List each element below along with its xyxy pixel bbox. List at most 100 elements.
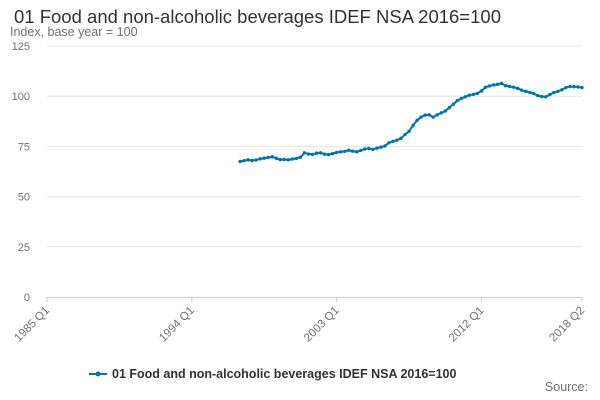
- data-point[interactable]: [238, 159, 242, 164]
- data-point[interactable]: [395, 138, 399, 142]
- y-axis-ticks: 0 25 50 75 100 125: [12, 41, 30, 304]
- data-point[interactable]: [540, 94, 544, 99]
- data-point[interactable]: [471, 92, 476, 97]
- data-point[interactable]: [431, 115, 435, 119]
- data-point[interactable]: [242, 158, 246, 163]
- data-point[interactable]: [536, 93, 540, 98]
- y-tick-label: 75: [18, 141, 30, 153]
- data-point[interactable]: [262, 156, 266, 160]
- y-tick-label: 0: [24, 292, 30, 304]
- data-point[interactable]: [455, 98, 459, 103]
- data-point[interactable]: [254, 158, 258, 162]
- data-point[interactable]: [399, 136, 403, 141]
- data-point[interactable]: [411, 123, 415, 128]
- data-point[interactable]: [467, 93, 472, 97]
- data-point[interactable]: [371, 147, 375, 152]
- data-point[interactable]: [367, 146, 371, 151]
- data-point[interactable]: [548, 92, 552, 97]
- data-point[interactable]: [294, 156, 299, 161]
- data-point[interactable]: [423, 113, 427, 117]
- data-point[interactable]: [326, 152, 331, 157]
- data-point[interactable]: [443, 109, 447, 113]
- data-point[interactable]: [306, 152, 311, 156]
- legend-label[interactable]: 01 Food and non-alcoholic beverages IDEF…: [112, 367, 456, 381]
- data-point[interactable]: [503, 84, 508, 88]
- data-point[interactable]: [274, 156, 278, 160]
- data-point[interactable]: [419, 115, 423, 119]
- y-axis-label: Index, base year = 100: [10, 25, 138, 39]
- y-tick-label: 100: [12, 91, 30, 103]
- data-point[interactable]: [318, 151, 323, 155]
- data-point[interactable]: [403, 132, 407, 137]
- source-label: Source:: [544, 380, 588, 394]
- data-point[interactable]: [447, 105, 451, 110]
- data-point[interactable]: [515, 86, 520, 91]
- data-point[interactable]: [580, 85, 584, 90]
- data-point[interactable]: [310, 152, 315, 157]
- data-point[interactable]: [507, 84, 512, 89]
- data-point[interactable]: [532, 91, 536, 96]
- data-point[interactable]: [407, 129, 411, 134]
- data-point[interactable]: [246, 158, 250, 162]
- data-point[interactable]: [330, 151, 335, 156]
- data-point[interactable]: [463, 95, 468, 99]
- data-point[interactable]: [523, 89, 528, 94]
- data-point[interactable]: [572, 85, 576, 89]
- data-point[interactable]: [415, 118, 419, 123]
- data-point[interactable]: [435, 113, 439, 117]
- data-point[interactable]: [479, 89, 484, 93]
- data-point[interactable]: [282, 157, 287, 162]
- data-point[interactable]: [351, 149, 355, 153]
- data-point[interactable]: [552, 90, 556, 95]
- data-point[interactable]: [491, 83, 496, 87]
- data-point[interactable]: [544, 95, 548, 99]
- data-point[interactable]: [560, 88, 564, 92]
- data-point[interactable]: [359, 148, 363, 153]
- data-point[interactable]: [576, 85, 580, 89]
- data-point[interactable]: [483, 85, 488, 90]
- data-point[interactable]: [427, 113, 431, 117]
- data-point[interactable]: [556, 89, 560, 94]
- data-point[interactable]: [346, 148, 351, 152]
- x-tick-label: 2003 Q1: [302, 305, 342, 345]
- x-tick-label: 2018 Q2: [547, 305, 587, 345]
- data-point[interactable]: [475, 91, 480, 96]
- data-point[interactable]: [564, 85, 568, 90]
- data-point[interactable]: [270, 155, 274, 159]
- data-point[interactable]: [495, 82, 500, 87]
- data-point[interactable]: [250, 158, 254, 163]
- data-point[interactable]: [355, 150, 359, 154]
- data-point[interactable]: [338, 150, 343, 154]
- x-axis-ticks: 1985 Q1 1994 Q1 2003 Q1 2012 Q1 2018 Q2: [12, 297, 587, 344]
- data-point[interactable]: [487, 84, 492, 88]
- data-point[interactable]: [334, 150, 339, 155]
- data-point[interactable]: [314, 151, 319, 155]
- y-tick-label: 125: [12, 41, 30, 53]
- data-point[interactable]: [298, 155, 303, 159]
- data-point[interactable]: [363, 147, 367, 151]
- data-point[interactable]: [439, 111, 443, 115]
- data-point[interactable]: [511, 85, 516, 89]
- data-point[interactable]: [391, 139, 395, 144]
- data-point[interactable]: [387, 141, 391, 145]
- data-point[interactable]: [375, 146, 379, 150]
- data-point[interactable]: [278, 157, 283, 162]
- y-tick-label: 50: [18, 192, 30, 204]
- data-point[interactable]: [266, 155, 270, 160]
- data-point[interactable]: [290, 157, 295, 161]
- data-point[interactable]: [302, 151, 307, 155]
- data-point[interactable]: [451, 102, 455, 106]
- data-point[interactable]: [258, 157, 262, 161]
- data-point[interactable]: [379, 145, 383, 149]
- data-point[interactable]: [528, 90, 532, 95]
- data-point[interactable]: [286, 158, 291, 162]
- data-point[interactable]: [383, 144, 387, 148]
- legend[interactable]: 01 Food and non-alcoholic beverages IDEF…: [89, 367, 456, 381]
- data-point[interactable]: [459, 96, 464, 101]
- data-point[interactable]: [499, 81, 504, 86]
- data-point[interactable]: [342, 149, 347, 154]
- data-point[interactable]: [322, 152, 327, 156]
- data-point[interactable]: [519, 88, 524, 92]
- data-point[interactable]: [568, 84, 572, 89]
